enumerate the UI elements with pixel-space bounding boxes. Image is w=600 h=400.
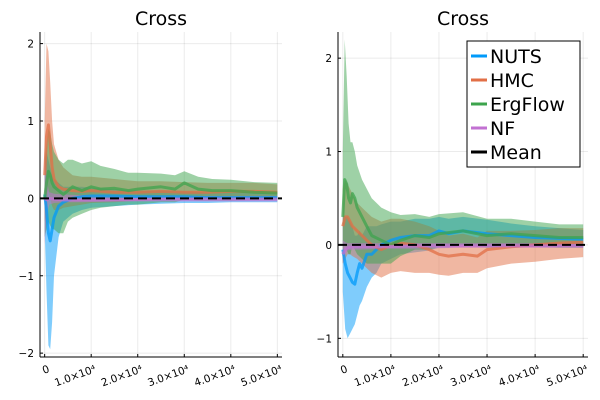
legend-label-nuts: NUTS bbox=[490, 46, 542, 68]
series-line-hmc bbox=[341, 215, 584, 258]
y-tick-label: −2 bbox=[19, 348, 34, 360]
x-tick-label: 2.0×10⁴ bbox=[401, 363, 446, 389]
x-tick-label: 0 bbox=[41, 363, 51, 377]
series-line-ergflow bbox=[341, 178, 584, 247]
chart-title: Cross bbox=[135, 8, 187, 30]
x-tick-label: 5.0×10⁴ bbox=[545, 363, 590, 389]
legend-label-mean: Mean bbox=[490, 142, 542, 164]
legend-label-nf: NF bbox=[490, 118, 515, 140]
legend-label-ergflow: ErgFlow bbox=[490, 94, 565, 116]
x-tick-label: 5.0×10⁴ bbox=[239, 363, 284, 389]
series-line-nf bbox=[341, 244, 584, 255]
x-tick-label: 3.0×10⁴ bbox=[449, 363, 494, 389]
y-tick-label: −1 bbox=[19, 271, 34, 283]
legend-label-hmc: HMC bbox=[490, 70, 534, 92]
chart-title: Cross bbox=[437, 8, 489, 30]
y-tick-label: 2 bbox=[325, 53, 332, 65]
x-tick-label: 4.0×10⁴ bbox=[497, 363, 542, 389]
y-tick-label: 0 bbox=[325, 240, 332, 252]
y-tick-label: 1 bbox=[27, 116, 34, 128]
x-tick-label: 3.0×10⁴ bbox=[146, 363, 191, 389]
x-tick-label: 2.0×10⁴ bbox=[100, 363, 145, 389]
x-tick-label: 0 bbox=[339, 363, 349, 377]
x-tick-label: 1.0×10⁴ bbox=[353, 363, 398, 389]
y-tick-label: 0 bbox=[27, 193, 34, 205]
y-tick-label: 2 bbox=[27, 39, 34, 51]
y-tick-label: 1 bbox=[325, 147, 332, 159]
chart-panel-right: Cross 0 1.0×10⁴ 2.0×10⁴ 3.0×10⁴ 4.0×10⁴ 5.0×10… bbox=[317, 8, 590, 389]
y-tick-label: −1 bbox=[317, 333, 332, 345]
x-tick-label: 4.0×10⁴ bbox=[193, 363, 238, 389]
series-line-ergflow bbox=[43, 169, 278, 199]
x-tick-label: 1.0×10⁴ bbox=[53, 363, 98, 389]
band-ergflow bbox=[44, 128, 278, 238]
